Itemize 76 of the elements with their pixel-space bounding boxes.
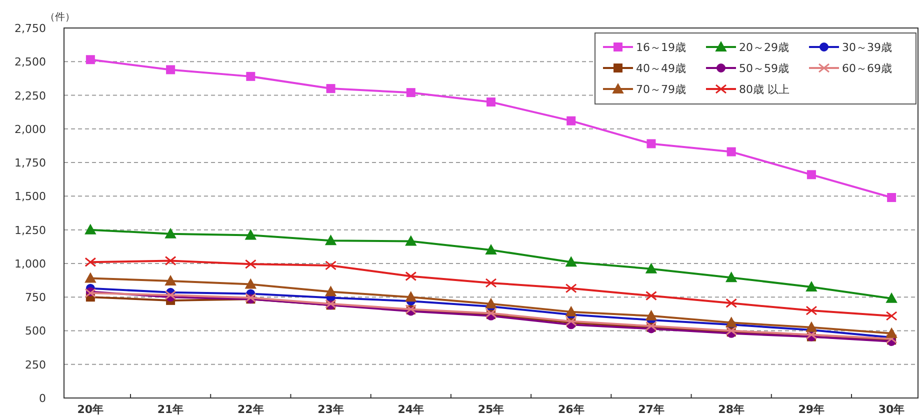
point [806, 306, 818, 316]
point [806, 282, 817, 292]
x-tick-label: 26年 [558, 403, 584, 416]
y-tick-label: 1,500 [14, 190, 46, 204]
point [246, 72, 256, 81]
point [565, 284, 577, 294]
legend-label: 40～49歳 [636, 62, 686, 75]
point [485, 278, 497, 288]
legend-label: 70～79歳 [636, 83, 686, 96]
point [245, 278, 256, 289]
point [405, 292, 416, 302]
x-tick-label: 21年 [157, 403, 184, 416]
point [164, 290, 176, 300]
y-tick-label: 1,250 [14, 224, 46, 237]
point [165, 228, 176, 238]
point [84, 272, 96, 283]
y-tick-label: 1,000 [14, 257, 46, 270]
point [86, 55, 95, 64]
y-tick-label: 250 [25, 358, 46, 372]
point [406, 88, 416, 98]
point [887, 193, 896, 202]
point [166, 65, 176, 74]
point [886, 328, 898, 338]
point [325, 235, 336, 246]
point [405, 236, 416, 246]
point [245, 230, 256, 240]
point [566, 116, 576, 126]
point [886, 292, 898, 303]
point [84, 257, 96, 267]
point [806, 170, 816, 180]
y-tick-label: 2,750 [14, 22, 46, 35]
point [486, 98, 496, 106]
point [486, 298, 496, 308]
legend-label: 50～59歳 [739, 62, 789, 75]
x-tick-label: 24年 [398, 403, 424, 416]
point [646, 139, 656, 148]
point [566, 306, 577, 316]
point [326, 84, 336, 94]
y-tick-label: 2,250 [14, 89, 46, 102]
point [726, 272, 737, 282]
point [806, 322, 817, 332]
legend-label: 30～39歳 [842, 41, 892, 54]
legend-label: 80歳 以上 [739, 83, 790, 96]
point [244, 259, 256, 269]
point [726, 298, 738, 308]
point [325, 260, 337, 270]
legend-label: 20～29歳 [739, 41, 789, 54]
x-tick-label: 20年 [77, 403, 104, 416]
x-tick-label: 28年 [718, 403, 744, 416]
x-tick-label: 30年 [878, 403, 905, 416]
x-tick-label: 25年 [478, 403, 504, 416]
point [886, 311, 898, 321]
y-axis-title: （件） [45, 12, 75, 23]
x-tick-label: 22年 [238, 403, 264, 416]
x-tick-label: 27年 [638, 403, 664, 416]
point [325, 286, 336, 296]
legend-label: 16～19歳 [636, 41, 686, 54]
y-tick-label: 500 [25, 324, 46, 338]
point [164, 256, 176, 266]
point [646, 310, 657, 320]
point [165, 275, 176, 286]
y-tick-label: 1,750 [14, 156, 46, 170]
point [645, 290, 657, 300]
y-tick-label: 750 [25, 291, 46, 304]
y-tick-label: 0 [39, 392, 46, 405]
point [405, 271, 417, 281]
x-tick-label: 29年 [798, 403, 825, 416]
legend-label: 60～69歳 [842, 62, 892, 75]
point [726, 147, 736, 156]
point [486, 244, 496, 254]
x-tick-label: 23年 [318, 403, 344, 416]
point [646, 263, 657, 274]
y-tick-label: 2,000 [14, 122, 46, 136]
point [84, 224, 96, 234]
point [566, 256, 577, 267]
y-tick-label: 2,500 [14, 56, 46, 69]
